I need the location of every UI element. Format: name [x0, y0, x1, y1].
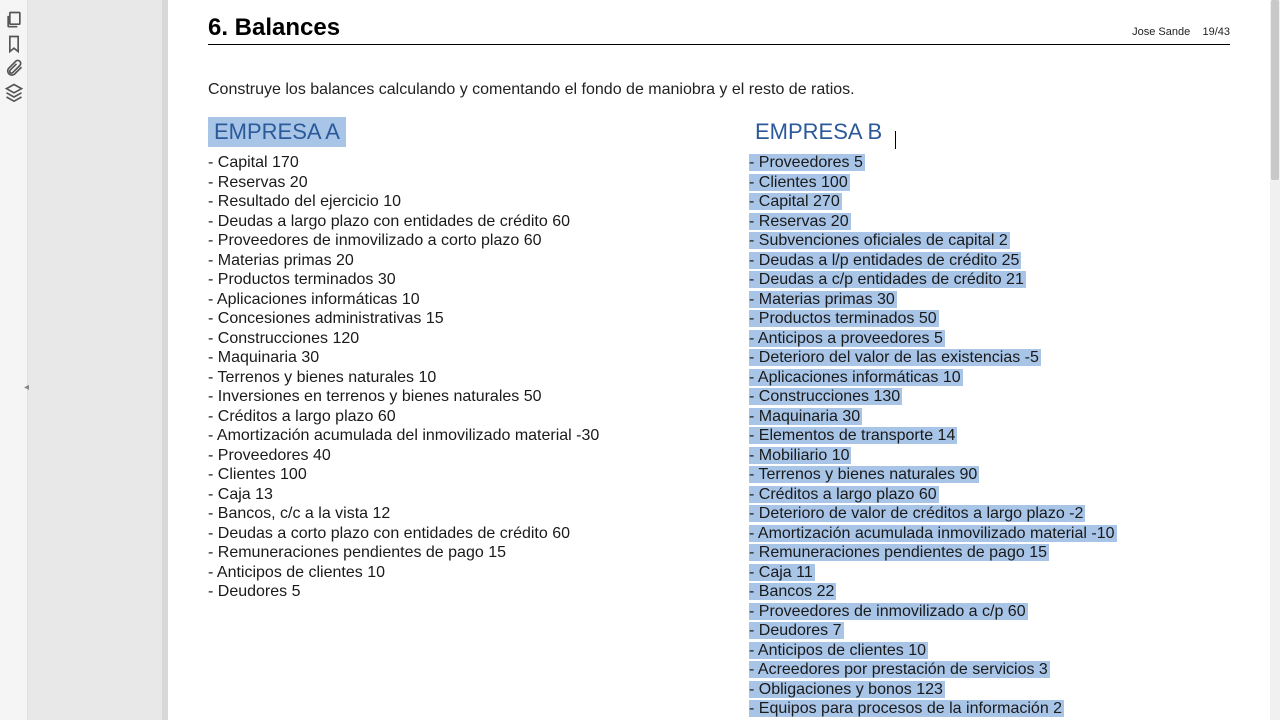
list-item[interactable]: - Proveedores de inmovilizado a corto pl… [208, 231, 689, 251]
company-a-items: - Capital 170- Reservas 20- Resultado de… [208, 153, 689, 602]
list-item[interactable]: - Deudores 5 [208, 582, 689, 602]
list-item[interactable]: - Caja 11 [749, 563, 1230, 583]
author-name: Jose Sande [1132, 26, 1190, 38]
list-item[interactable]: - Anticipos a proveedores 5 [749, 329, 1230, 349]
list-item[interactable]: - Productos terminados 30 [208, 270, 689, 290]
list-item[interactable]: - Remuneraciones pendientes de pago 15 [749, 543, 1230, 563]
bookmark-icon[interactable] [4, 34, 24, 54]
list-item[interactable]: - Maquinaria 30 [749, 407, 1230, 427]
list-item[interactable]: - Capital 270 [749, 192, 1230, 212]
list-item[interactable]: - Terrenos y bienes naturales 90 [749, 465, 1230, 485]
scrollbar-thumb[interactable] [1271, 0, 1279, 180]
list-item[interactable]: - Bancos, c/c a la vista 12 [208, 504, 689, 524]
list-item[interactable]: - Mobiliario 10 [749, 446, 1230, 466]
list-item[interactable]: - Productos terminados 50 [749, 309, 1230, 329]
list-item[interactable]: - Deudas a largo plazo con entidades de … [208, 212, 689, 232]
list-item[interactable]: - Construcciones 120 [208, 329, 689, 349]
text-cursor [895, 131, 896, 149]
section-title: 6. Balances [208, 14, 340, 42]
thumbnail-sidebar [28, 0, 168, 720]
list-item[interactable]: - Capital 170 [208, 153, 689, 173]
list-item[interactable]: - Acreedores por prestación de servicios… [749, 660, 1230, 680]
list-item[interactable]: - Proveedores de inmovilizado a c/p 60 [749, 602, 1230, 622]
list-item[interactable]: - Materias primas 30 [749, 290, 1230, 310]
list-item[interactable]: - Deudores 7 [749, 621, 1230, 641]
list-item[interactable]: - Proveedores 5 [749, 153, 1230, 173]
list-item[interactable]: - Anticipos de clientes 10 [749, 641, 1230, 661]
list-item[interactable]: - Deudas a corto plazo con entidades de … [208, 524, 689, 544]
list-item[interactable]: - Anticipos de clientes 10 [208, 563, 689, 583]
list-item[interactable]: - Materias primas 20 [208, 251, 689, 271]
list-item[interactable]: - Clientes 100 [749, 173, 1230, 193]
list-item[interactable]: - Deudas a c/p entidades de crédito 21 [749, 270, 1230, 290]
list-item[interactable]: - Amortización acumulada inmovilizado ma… [749, 524, 1230, 544]
company-a-column: EMPRESA A - Capital 170- Reservas 20- Re… [208, 117, 689, 719]
list-item[interactable]: - Terrenos y bienes naturales 10 [208, 368, 689, 388]
columns: EMPRESA A - Capital 170- Reservas 20- Re… [208, 117, 1230, 719]
collapse-handle-icon[interactable]: ◂ [24, 382, 32, 394]
list-item[interactable]: - Inversiones en terrenos y bienes natur… [208, 387, 689, 407]
list-item[interactable]: - Proveedores 40 [208, 446, 689, 466]
list-item[interactable]: - Concesiones administrativas 15 [208, 309, 689, 329]
list-item[interactable]: - Caja 13 [208, 485, 689, 505]
list-item[interactable]: - Aplicaciones informáticas 10 [749, 368, 1230, 388]
list-item[interactable]: - Deterioro de valor de créditos a largo… [749, 504, 1230, 524]
page-indicator: 19/43 [1202, 26, 1230, 38]
company-a-heading[interactable]: EMPRESA A [208, 117, 346, 147]
list-item[interactable]: - Obligaciones y bonos 123 [749, 680, 1230, 700]
list-item[interactable]: - Aplicaciones informáticas 10 [208, 290, 689, 310]
company-b-items: - Proveedores 5- Clientes 100- Capital 2… [749, 153, 1230, 719]
list-item[interactable]: - Reservas 20 [749, 212, 1230, 232]
page-meta: Jose Sande 19/43 [1132, 26, 1230, 38]
list-item[interactable]: - Equipos para procesos de la informació… [749, 699, 1230, 719]
company-b-heading[interactable]: EMPRESA B [749, 117, 888, 147]
layers-icon[interactable] [4, 82, 24, 102]
list-item[interactable]: - Resultado del ejercicio 10 [208, 192, 689, 212]
list-item[interactable]: - Créditos a largo plazo 60 [208, 407, 689, 427]
list-item[interactable]: - Construcciones 130 [749, 387, 1230, 407]
pages-icon[interactable] [4, 10, 24, 30]
list-item[interactable]: - Clientes 100 [208, 465, 689, 485]
vertical-scrollbar[interactable] [1270, 0, 1280, 720]
attachment-icon[interactable] [4, 58, 24, 78]
left-toolbar [0, 0, 28, 720]
list-item[interactable]: - Créditos a largo plazo 60 [749, 485, 1230, 505]
list-item[interactable]: - Elementos de transporte 14 [749, 426, 1230, 446]
list-item[interactable]: - Maquinaria 30 [208, 348, 689, 368]
document-page: 6. Balances Jose Sande 19/43 Construye l… [168, 0, 1270, 720]
list-item[interactable]: - Reservas 20 [208, 173, 689, 193]
title-row: 6. Balances Jose Sande 19/43 [208, 14, 1230, 45]
list-item[interactable]: - Subvenciones oficiales de capital 2 [749, 231, 1230, 251]
instruction-text: Construye los balances calculando y come… [208, 81, 1230, 99]
company-b-column: EMPRESA B - Proveedores 5- Clientes 100-… [749, 117, 1230, 719]
list-item[interactable]: - Amortización acumulada del inmovilizad… [208, 426, 689, 446]
list-item[interactable]: - Deterioro del valor de las existencias… [749, 348, 1230, 368]
list-item[interactable]: - Remuneraciones pendientes de pago 15 [208, 543, 689, 563]
list-item[interactable]: - Deudas a l/p entidades de crédito 25 [749, 251, 1230, 271]
list-item[interactable]: - Bancos 22 [749, 582, 1230, 602]
